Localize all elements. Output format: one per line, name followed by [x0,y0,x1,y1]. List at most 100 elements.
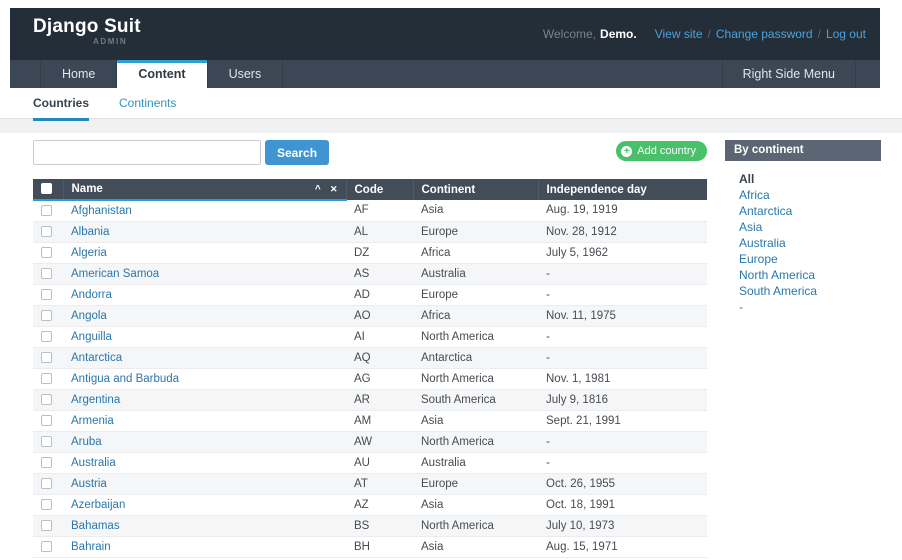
row-checkbox[interactable] [41,372,52,384]
filter-item-item[interactable]: - [739,300,743,314]
column-header-continent[interactable]: Continent [412,179,538,200]
country-name-link[interactable]: Azerbaijan [71,498,126,511]
country-independence-day: July 9, 1816 [538,389,707,411]
country-independence-day: - [538,452,707,474]
country-name-link[interactable]: Andorra [71,288,112,301]
sort-remove-icon[interactable]: ✕ [329,184,338,194]
select-all-checkbox[interactable] [41,183,52,195]
filter-item-africa[interactable]: Africa [739,188,770,202]
country-code: AQ [346,347,413,369]
search-button[interactable]: Search [265,140,330,165]
row-checkbox[interactable] [41,519,52,531]
add-country-button[interactable]: + Add country [616,141,707,161]
row-checkbox[interactable] [41,246,52,258]
country-independence-day: - [538,431,707,453]
country-name-link[interactable]: Aruba [71,435,102,448]
header-link-change-password[interactable]: Change password [715,27,813,41]
country-continent: North America [413,368,538,390]
table-row: Argentina AR South America July 9, 1816 [33,389,707,411]
country-name-link[interactable]: Algeria [71,246,107,259]
country-independence-day: Oct. 18, 1991 [538,494,707,516]
column-header-code[interactable]: Code [345,179,413,200]
country-code: AT [346,473,413,495]
filter-item-south-america[interactable]: South America [739,284,818,298]
country-name-link[interactable]: Bahamas [71,519,120,532]
country-name-link[interactable]: Anguilla [71,330,112,343]
filter-panel: By continent All Africa Antarctica Asia Aust… [725,140,881,325]
nav-tab-content[interactable]: Content [117,60,208,88]
filter-item-all[interactable]: All [739,172,755,186]
plus-circle-icon: + [621,145,633,157]
nav-tab-home[interactable]: Home [40,60,118,88]
nav-tab-users[interactable]: Users [208,60,284,88]
row-checkbox[interactable] [41,498,52,510]
table-row: Angola AO Africa Nov. 11, 1975 [33,305,707,327]
country-independence-day: Nov. 1, 1981 [538,368,707,390]
logo: Django Suit ADMIN [33,16,141,46]
table-row: Algeria DZ Africa July 5, 1962 [33,242,707,264]
row-checkbox[interactable] [41,414,52,426]
row-checkbox[interactable] [41,477,52,489]
row-checkbox[interactable] [41,540,52,552]
filter-item-north-america[interactable]: North America [739,268,816,282]
country-code: AL [346,221,413,243]
row-checkbox[interactable] [41,393,52,405]
column-header-name[interactable]: Name ^ ✕ [62,179,346,201]
country-independence-day: July 10, 1973 [538,515,707,537]
country-name-link[interactable]: Austria [71,477,107,490]
country-name-link[interactable]: Armenia [71,414,114,427]
countries-table: Name ^ ✕ Code Continent Independence day… [33,179,707,558]
filter-item-australia[interactable]: Australia [739,236,786,250]
row-checkbox[interactable] [41,288,52,300]
table-row: Aruba AW North America - [33,431,707,453]
country-name-link[interactable]: Albania [71,225,110,238]
row-checkbox[interactable] [41,435,52,447]
country-independence-day: - [538,326,707,348]
table-row: Austria AT Europe Oct. 26, 1955 [33,473,707,495]
row-checkbox[interactable] [41,225,52,237]
user-tools: Welcome, Demo. View site / Change password… [543,8,866,60]
sort-ascending-icon[interactable]: ^ [314,184,321,195]
filter-item-europe[interactable]: Europe [739,252,778,266]
country-independence-day: Nov. 11, 1975 [538,305,707,327]
row-checkbox[interactable] [41,205,52,217]
country-code: DZ [346,242,413,264]
header-link-view-site[interactable]: View site [654,27,703,41]
sort-tools: ^ ✕ [315,183,338,195]
country-continent: South America [413,389,538,411]
country-name-link[interactable]: Argentina [71,393,121,406]
column-label-name: Name [71,183,103,195]
filter-item-antarctica[interactable]: Antarctica [739,204,793,218]
country-independence-day: - [538,284,707,306]
nav-right-side-menu[interactable]: Right Side Menu [721,60,856,88]
table-row: Anguilla AI North America - [33,326,707,348]
subnav-tab-countries[interactable]: Countries [33,88,90,121]
country-name-link[interactable]: Antigua and Barbuda [71,372,180,385]
search-input[interactable] [33,140,261,165]
country-code: AD [346,284,413,306]
country-continent: Antarctica [413,347,538,369]
country-name-link[interactable]: Australia [71,456,116,469]
country-code: BS [346,515,413,537]
table-row: Afghanistan AF Asia Aug. 19, 1919 [33,200,707,222]
header-link-log-out[interactable]: Log out [825,27,866,41]
country-name-link[interactable]: Angola [71,309,107,322]
row-checkbox[interactable] [41,351,52,363]
country-name-link[interactable]: American Samoa [71,267,160,280]
country-code: AM [346,410,413,432]
subnav-tab-continents[interactable]: Continents [119,96,177,110]
table-row: Azerbaijan AZ Asia Oct. 18, 1991 [33,494,707,516]
row-checkbox[interactable] [41,267,52,279]
row-checkbox[interactable] [41,330,52,342]
country-code: AF [346,200,413,222]
country-name-link[interactable]: Afghanistan [71,204,132,217]
country-name-link[interactable]: Bahrain [71,540,111,553]
column-header-independence-day[interactable]: Independence day [537,179,707,200]
country-continent: Australia [413,452,538,474]
app-header: Django Suit ADMIN Welcome, Demo. View si… [10,8,880,60]
subnav: Countries Continents [33,88,206,121]
filter-item-asia[interactable]: Asia [739,220,763,234]
row-checkbox[interactable] [41,456,52,468]
country-name-link[interactable]: Antarctica [71,351,123,364]
row-checkbox[interactable] [41,309,52,321]
